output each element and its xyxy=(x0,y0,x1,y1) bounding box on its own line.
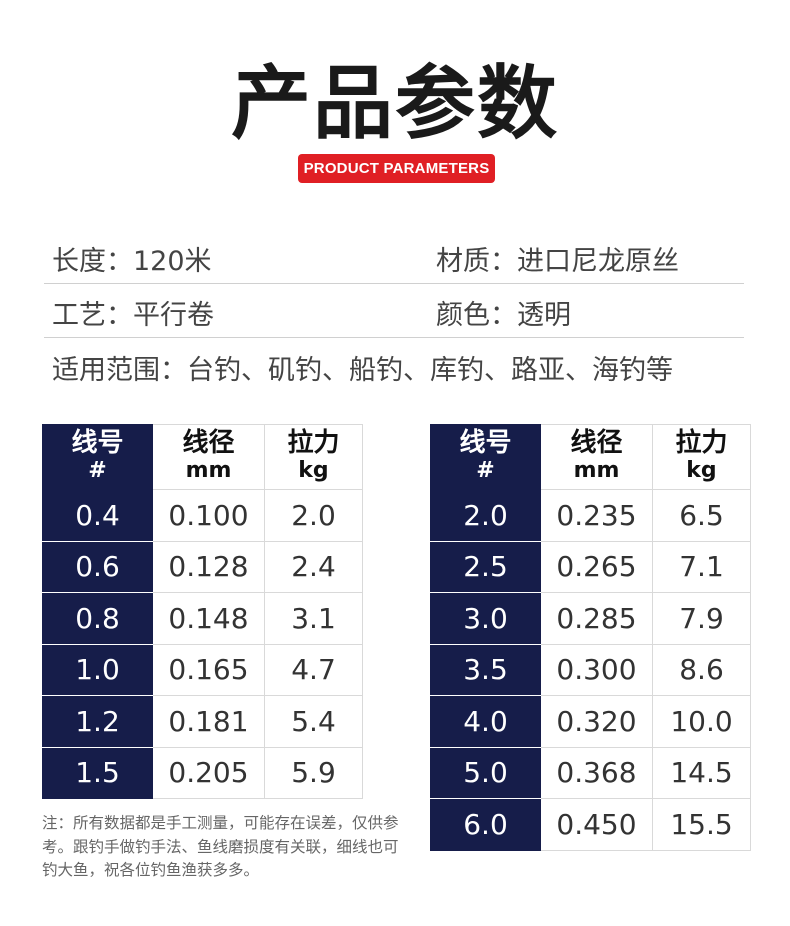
cell-tension: 5.9 xyxy=(264,746,363,799)
table-row: 1.5 0.205 5.9 xyxy=(42,746,363,799)
cell-diameter: 0.165 xyxy=(152,643,265,696)
header-diameter: 线径 mm xyxy=(540,424,653,490)
header-line-no: 线号 # xyxy=(430,424,541,490)
header-tension: 拉力 kg xyxy=(264,424,363,490)
cell-tension: 3.1 xyxy=(264,592,363,645)
spec-material: 材质：进口尼龙原丝 xyxy=(436,246,679,277)
cell-tension: 10.0 xyxy=(652,695,751,748)
table-row: 6.0 0.450 15.5 xyxy=(430,798,751,851)
cell-tension: 4.7 xyxy=(264,643,363,696)
cell-line-no: 1.2 xyxy=(42,695,153,748)
table-row: 2.5 0.265 7.1 xyxy=(430,540,751,593)
cell-diameter: 0.320 xyxy=(540,695,653,748)
cell-diameter: 0.300 xyxy=(540,643,653,696)
cell-diameter: 0.100 xyxy=(152,489,265,542)
header-diameter: 线径 mm xyxy=(152,424,265,490)
table-row: 0.4 0.100 2.0 xyxy=(42,489,363,542)
table-row: 0.8 0.148 3.1 xyxy=(42,592,363,645)
cell-tension: 2.4 xyxy=(264,540,363,593)
spec-length: 长度：120米 xyxy=(52,246,212,277)
cell-line-no: 1.5 xyxy=(42,746,153,799)
cell-diameter: 0.450 xyxy=(540,798,653,851)
table-row: 1.2 0.181 5.4 xyxy=(42,695,363,748)
cell-line-no: 6.0 xyxy=(430,798,541,851)
cell-line-no: 5.0 xyxy=(430,746,541,799)
cell-diameter: 0.368 xyxy=(540,746,653,799)
measurement-note: 注：所有数据都是手工测量，可能存在误差，仅供参考。跟钓手做钓手法、鱼线磨损度有关… xyxy=(42,814,399,879)
cell-tension: 8.6 xyxy=(652,643,751,696)
cell-diameter: 0.265 xyxy=(540,540,653,593)
cell-tension: 15.5 xyxy=(652,798,751,851)
cell-line-no: 0.8 xyxy=(42,592,153,645)
cell-tension: 6.5 xyxy=(652,489,751,542)
subtitle-badge: PRODUCT PARAMETERS xyxy=(298,154,495,183)
table-row: 0.6 0.128 2.4 xyxy=(42,540,363,593)
cell-line-no: 1.0 xyxy=(42,643,153,696)
cell-line-no: 3.0 xyxy=(430,592,541,645)
cell-diameter: 0.181 xyxy=(152,695,265,748)
spec-table-right: 线号 # 线径 mm 拉力 kg 2.0 0.235 6.5 2.5 0.265 7.1 3… xyxy=(430,424,751,851)
spec-craft: 工艺：平行卷 xyxy=(52,300,214,331)
table-row: 4.0 0.320 10.0 xyxy=(430,695,751,748)
table-row: 3.0 0.285 7.9 xyxy=(430,592,751,645)
table-row: 1.0 0.165 4.7 xyxy=(42,643,363,696)
divider xyxy=(44,337,744,338)
cell-tension: 14.5 xyxy=(652,746,751,799)
cell-tension: 7.1 xyxy=(652,540,751,593)
table-row: 3.5 0.300 8.6 xyxy=(430,643,751,696)
cell-tension: 2.0 xyxy=(264,489,363,542)
cell-line-no: 4.0 xyxy=(430,695,541,748)
cell-tension: 5.4 xyxy=(264,695,363,748)
cell-diameter: 0.128 xyxy=(152,540,265,593)
spec-color: 颜色：透明 xyxy=(436,300,571,331)
spec-scope: 适用范围：台钓、矶钓、船钓、库钓、路亚、海钓等 xyxy=(52,355,673,386)
header-tension: 拉力 kg xyxy=(652,424,751,490)
header-line-no: 线号 # xyxy=(42,424,153,490)
cell-line-no: 2.5 xyxy=(430,540,541,593)
cell-line-no: 2.0 xyxy=(430,489,541,542)
cell-diameter: 0.285 xyxy=(540,592,653,645)
divider xyxy=(44,283,744,284)
cell-diameter: 0.205 xyxy=(152,746,265,799)
page-title: 产品参数 xyxy=(231,57,559,150)
cell-line-no: 0.4 xyxy=(42,489,153,542)
table-row: 5.0 0.368 14.5 xyxy=(430,746,751,799)
cell-diameter: 0.148 xyxy=(152,592,265,645)
cell-diameter: 0.235 xyxy=(540,489,653,542)
cell-line-no: 0.6 xyxy=(42,540,153,593)
table-row: 2.0 0.235 6.5 xyxy=(430,489,751,542)
spec-table-left: 线号 # 线径 mm 拉力 kg 0.4 0.100 2.0 0.6 0.128 2.4 0… xyxy=(42,424,363,799)
cell-line-no: 3.5 xyxy=(430,643,541,696)
cell-tension: 7.9 xyxy=(652,592,751,645)
